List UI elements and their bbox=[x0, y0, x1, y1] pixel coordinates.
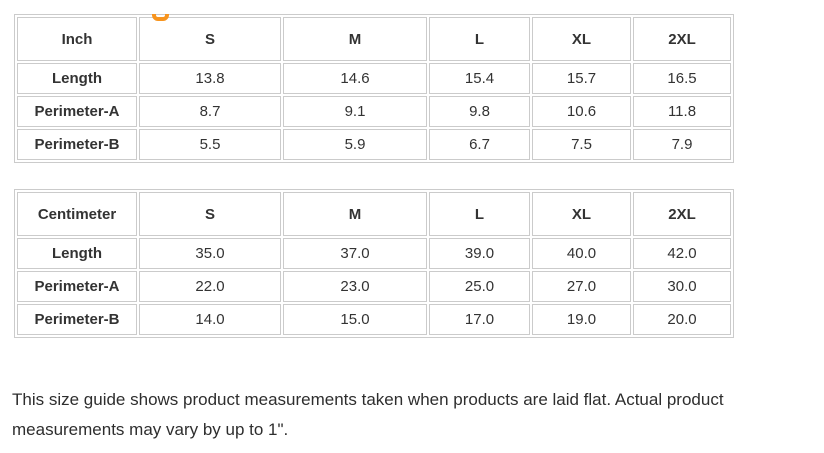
size-column-header-l: L bbox=[429, 17, 530, 61]
table-row-length: Length 35.0 37.0 39.0 40.0 42.0 bbox=[17, 238, 731, 269]
row-label: Length bbox=[17, 238, 137, 269]
measurement-cell: 7.5 bbox=[532, 129, 631, 160]
measurement-cell: 25.0 bbox=[429, 271, 530, 302]
measurement-cell: 35.0 bbox=[139, 238, 281, 269]
measurement-cell: 8.7 bbox=[139, 96, 281, 127]
header-row: Inch S M L XL 2XL bbox=[17, 17, 731, 61]
row-label: Perimeter-A bbox=[17, 96, 137, 127]
measurement-cell: 27.0 bbox=[532, 271, 631, 302]
unit-header-cell: Centimeter bbox=[17, 192, 137, 236]
measurement-cell: 20.0 bbox=[633, 304, 731, 335]
size-column-header-s: S bbox=[139, 192, 281, 236]
orange-letter-fragment bbox=[152, 14, 169, 21]
measurement-cell: 14.6 bbox=[283, 63, 427, 94]
size-column-header-m: M bbox=[283, 192, 427, 236]
measurement-cell: 15.7 bbox=[532, 63, 631, 94]
unit-header-cell: Inch bbox=[17, 17, 137, 61]
size-guide-note: This size guide shows product measuremen… bbox=[12, 390, 724, 439]
size-guide-page: Inch S M L XL 2XL Length 13.8 14.6 15.4 … bbox=[0, 14, 824, 453]
measurement-cell: 42.0 bbox=[633, 238, 731, 269]
measurement-cell: 10.6 bbox=[532, 96, 631, 127]
measurement-cell: 15.0 bbox=[283, 304, 427, 335]
size-column-header-xl: XL bbox=[532, 17, 631, 61]
measurement-cell: 19.0 bbox=[532, 304, 631, 335]
measurement-cell: 39.0 bbox=[429, 238, 530, 269]
size-column-header-m: M bbox=[283, 17, 427, 61]
table-row-perimeter-b: Perimeter-B 14.0 15.0 17.0 19.0 20.0 bbox=[17, 304, 731, 335]
measurement-cell: 40.0 bbox=[532, 238, 631, 269]
measurement-cell: 9.1 bbox=[283, 96, 427, 127]
size-column-header-l: L bbox=[429, 192, 530, 236]
row-label: Length bbox=[17, 63, 137, 94]
row-label: Perimeter-B bbox=[17, 304, 137, 335]
measurement-cell: 14.0 bbox=[139, 304, 281, 335]
measurement-cell: 23.0 bbox=[283, 271, 427, 302]
measurement-cell: 15.4 bbox=[429, 63, 530, 94]
measurement-cell: 5.5 bbox=[139, 129, 281, 160]
measurement-cell: 5.9 bbox=[283, 129, 427, 160]
size-column-header-xl: XL bbox=[532, 192, 631, 236]
size-table-inch: Inch S M L XL 2XL Length 13.8 14.6 15.4 … bbox=[14, 14, 734, 163]
measurement-cell: 6.7 bbox=[429, 129, 530, 160]
measurement-cell: 9.8 bbox=[429, 96, 530, 127]
header-row: Centimeter S M L XL 2XL bbox=[17, 192, 731, 236]
table-row-length: Length 13.8 14.6 15.4 15.7 16.5 bbox=[17, 63, 731, 94]
size-column-header-2xl: 2XL bbox=[633, 192, 731, 236]
measurement-cell: 17.0 bbox=[429, 304, 530, 335]
measurement-cell: 13.8 bbox=[139, 63, 281, 94]
table-row-perimeter-a: Perimeter-A 8.7 9.1 9.8 10.6 11.8 bbox=[17, 96, 731, 127]
size-table-centimeter: Centimeter S M L XL 2XL Length 35.0 37.0… bbox=[14, 189, 734, 338]
measurement-cell: 37.0 bbox=[283, 238, 427, 269]
table-row-perimeter-b: Perimeter-B 5.5 5.9 6.7 7.5 7.9 bbox=[17, 129, 731, 160]
row-label: Perimeter-B bbox=[17, 129, 137, 160]
row-label: Perimeter-A bbox=[17, 271, 137, 302]
measurement-cell: 11.8 bbox=[633, 96, 731, 127]
table-row-perimeter-a: Perimeter-A 22.0 23.0 25.0 27.0 30.0 bbox=[17, 271, 731, 302]
clipped-heading-letter bbox=[152, 14, 169, 21]
measurement-cell: 7.9 bbox=[633, 129, 731, 160]
measurement-cell: 30.0 bbox=[633, 271, 731, 302]
size-column-header-2xl: 2XL bbox=[633, 17, 731, 61]
size-column-header-s: S bbox=[139, 17, 281, 61]
measurement-cell: 16.5 bbox=[633, 63, 731, 94]
measurement-cell: 22.0 bbox=[139, 271, 281, 302]
